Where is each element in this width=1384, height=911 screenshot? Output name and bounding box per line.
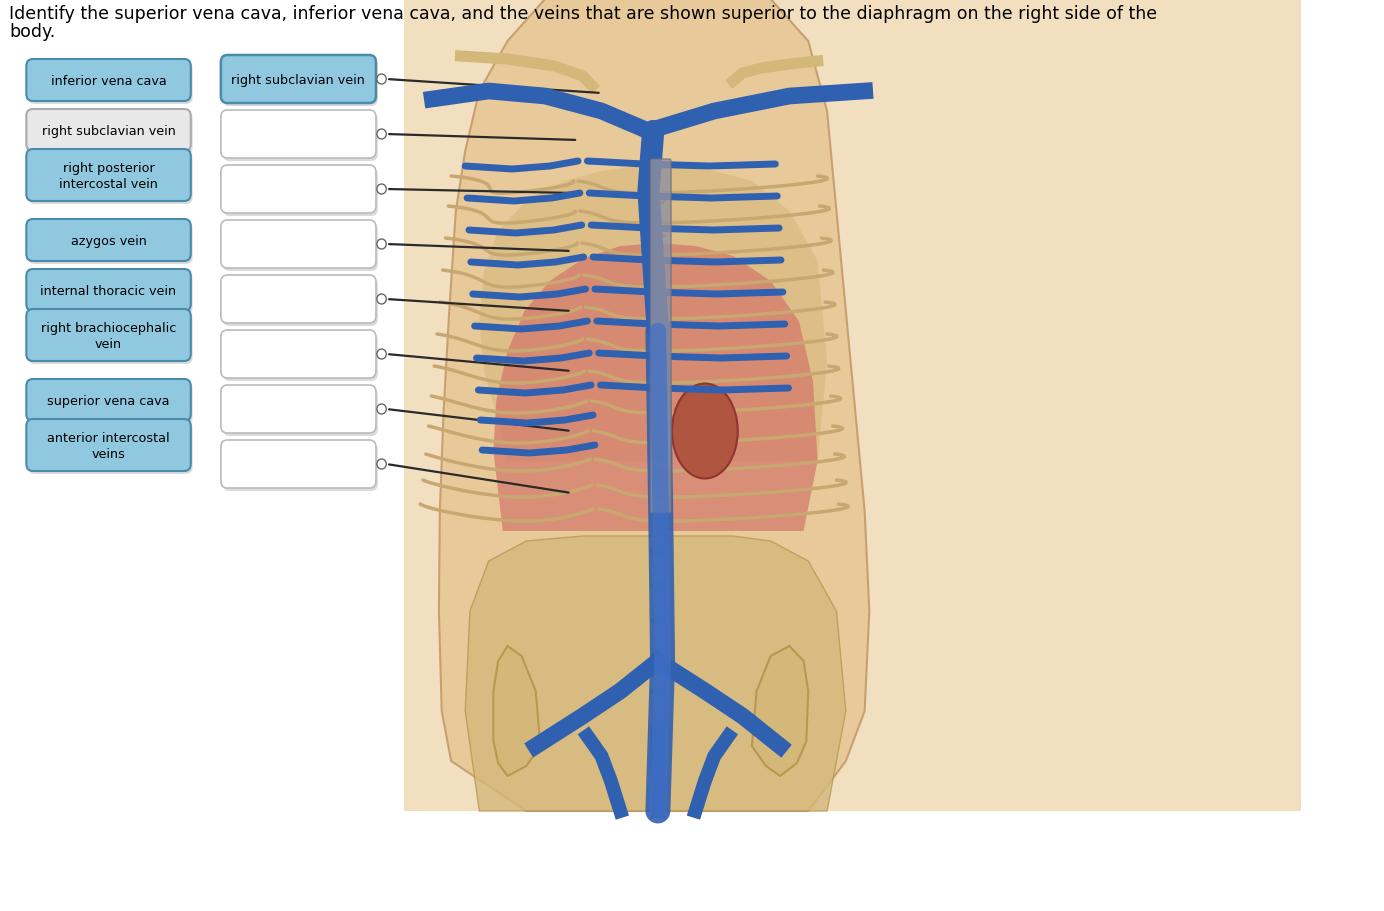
Polygon shape [479,167,828,462]
FancyBboxPatch shape [28,63,192,105]
FancyBboxPatch shape [223,333,378,382]
Text: right posterior
intercostal vein: right posterior intercostal vein [60,161,158,190]
FancyBboxPatch shape [223,169,378,217]
Polygon shape [439,0,869,811]
Polygon shape [650,372,666,382]
Polygon shape [650,511,666,521]
Polygon shape [650,197,666,207]
Polygon shape [650,547,666,557]
Polygon shape [752,646,808,776]
FancyBboxPatch shape [26,110,191,152]
Polygon shape [494,244,818,531]
FancyBboxPatch shape [650,159,671,514]
FancyBboxPatch shape [221,385,376,434]
Circle shape [376,459,386,469]
Polygon shape [650,267,666,277]
Text: Identify the superior vena cava, inferior vena cava, and the veins that are show: Identify the superior vena cava, inferio… [10,5,1157,23]
Polygon shape [494,646,540,776]
FancyBboxPatch shape [28,223,192,265]
Polygon shape [650,442,666,452]
Circle shape [376,130,386,140]
Polygon shape [650,162,666,172]
Text: internal thoracic vein: internal thoracic vein [40,284,177,297]
FancyBboxPatch shape [404,0,1301,811]
FancyBboxPatch shape [223,114,378,162]
Circle shape [376,185,386,195]
Circle shape [376,404,386,415]
Polygon shape [465,537,846,811]
Polygon shape [650,337,666,346]
FancyBboxPatch shape [221,111,376,159]
FancyBboxPatch shape [221,276,376,323]
FancyBboxPatch shape [26,310,191,362]
FancyBboxPatch shape [223,59,378,107]
Text: right subclavian vein: right subclavian vein [231,74,365,87]
Text: anterior intercostal
veins: anterior intercostal veins [47,431,170,460]
Circle shape [376,350,386,360]
Circle shape [376,75,386,85]
FancyBboxPatch shape [26,420,191,472]
Polygon shape [650,686,666,696]
Text: inferior vena cava: inferior vena cava [51,75,166,87]
Polygon shape [650,302,666,312]
Text: right brachiocephalic
vein: right brachiocephalic vein [42,322,176,350]
Polygon shape [650,617,666,627]
FancyBboxPatch shape [223,224,378,271]
FancyBboxPatch shape [28,423,192,475]
FancyBboxPatch shape [28,272,192,314]
Text: right subclavian vein: right subclavian vein [42,125,176,138]
Text: body.: body. [10,23,55,41]
Circle shape [376,240,386,250]
FancyBboxPatch shape [28,113,192,155]
FancyBboxPatch shape [26,270,191,312]
Polygon shape [650,581,666,591]
FancyBboxPatch shape [223,279,378,327]
Text: superior vena cava: superior vena cava [47,394,170,407]
Polygon shape [650,476,666,486]
FancyBboxPatch shape [221,331,376,379]
FancyBboxPatch shape [221,220,376,269]
Polygon shape [650,231,666,241]
Polygon shape [650,756,666,766]
Polygon shape [650,722,666,732]
FancyBboxPatch shape [221,441,376,488]
FancyBboxPatch shape [26,220,191,261]
Circle shape [376,294,386,304]
FancyBboxPatch shape [26,60,191,102]
FancyBboxPatch shape [28,383,192,425]
FancyBboxPatch shape [221,56,376,104]
Text: azygos vein: azygos vein [71,234,147,247]
FancyBboxPatch shape [28,312,192,364]
Ellipse shape [673,384,738,479]
Polygon shape [650,406,666,416]
FancyBboxPatch shape [223,444,378,491]
FancyBboxPatch shape [221,166,376,214]
FancyBboxPatch shape [28,153,192,205]
Polygon shape [650,651,666,661]
FancyBboxPatch shape [26,380,191,422]
FancyBboxPatch shape [26,149,191,201]
FancyBboxPatch shape [223,389,378,436]
